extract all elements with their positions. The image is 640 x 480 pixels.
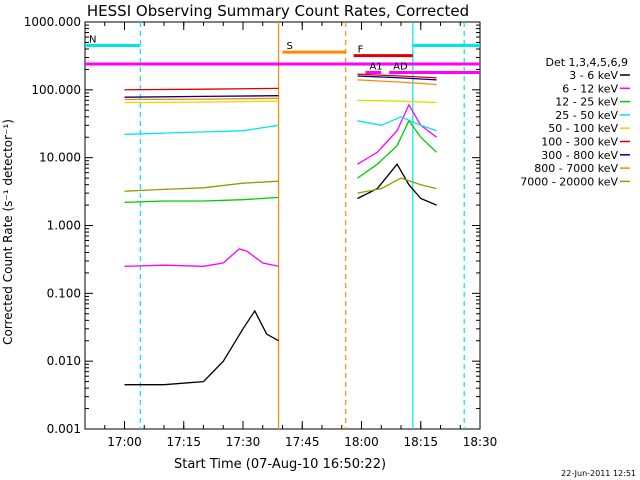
y-tick-label: 0.100	[47, 286, 81, 300]
series-line	[124, 100, 279, 104]
flag-label: S	[287, 41, 293, 52]
flag-label: A1	[369, 62, 382, 73]
y-tick-label: 100.000	[31, 83, 81, 97]
legend-label: 300 - 800 keV	[541, 149, 618, 162]
series-line	[357, 119, 438, 179]
legend-label: 800 - 7000 keV	[534, 162, 618, 175]
legend-label: 6 - 12 keV	[562, 82, 618, 95]
series-line	[124, 309, 279, 386]
flag-label: AD	[393, 62, 408, 73]
flag-label: F	[358, 45, 364, 56]
footer-timestamp: 22-Jun-2011 12:51	[561, 469, 636, 478]
legend-label: 7000 - 20000 keV	[520, 175, 618, 188]
x-tick-label: 18:15	[403, 435, 438, 449]
legend-label: 25 - 50 keV	[555, 109, 618, 122]
series-line	[357, 177, 437, 194]
legend-label: 100 - 300 keV	[541, 136, 618, 149]
series-line	[124, 97, 279, 101]
series-line	[124, 95, 279, 98]
flag-label: N	[89, 35, 96, 46]
legend-label: 12 - 25 keV	[555, 96, 618, 109]
y-tick-label: 1.000	[47, 219, 81, 233]
x-tick-label: 17:30	[226, 435, 261, 449]
series-line	[357, 99, 437, 104]
series-line	[124, 180, 279, 192]
x-tick-label: 17:45	[285, 435, 320, 449]
y-axis-label: Corrected Count Rate (s⁻¹ detector⁻¹)	[1, 119, 15, 345]
x-tick-label: 18:30	[463, 435, 498, 449]
x-axis-label: Start Time (07-Aug-10 16:50:22)	[174, 457, 386, 472]
series-line	[124, 87, 279, 91]
x-tick-label: 17:00	[107, 435, 142, 449]
y-tick-label: 1000.000	[24, 15, 81, 29]
x-tick-label: 18:00	[344, 435, 379, 449]
series-line	[124, 248, 279, 267]
y-tick-label: 0.001	[47, 422, 81, 436]
series-line	[124, 124, 279, 136]
y-tick-label: 10.000	[39, 151, 81, 165]
series-line	[124, 196, 279, 203]
series-line	[357, 116, 437, 132]
chart-title: HESSI Observing Summary Count Rates, Cor…	[87, 2, 469, 20]
series-line	[357, 79, 437, 86]
series-line	[357, 75, 437, 81]
x-tick-label: 17:15	[166, 435, 201, 449]
legend-title: Det 1,3,4,5,6,9	[545, 56, 628, 69]
plot-area: 1000.000 100.000 10.000 1.000 0.100 0.010 0.00…	[24, 15, 498, 449]
legend-label: 3 - 6 keV	[569, 69, 618, 82]
y-tick-label: 0.010	[47, 354, 81, 368]
legend-label: 50 - 100 keV	[548, 122, 618, 135]
series-line	[357, 73, 437, 79]
